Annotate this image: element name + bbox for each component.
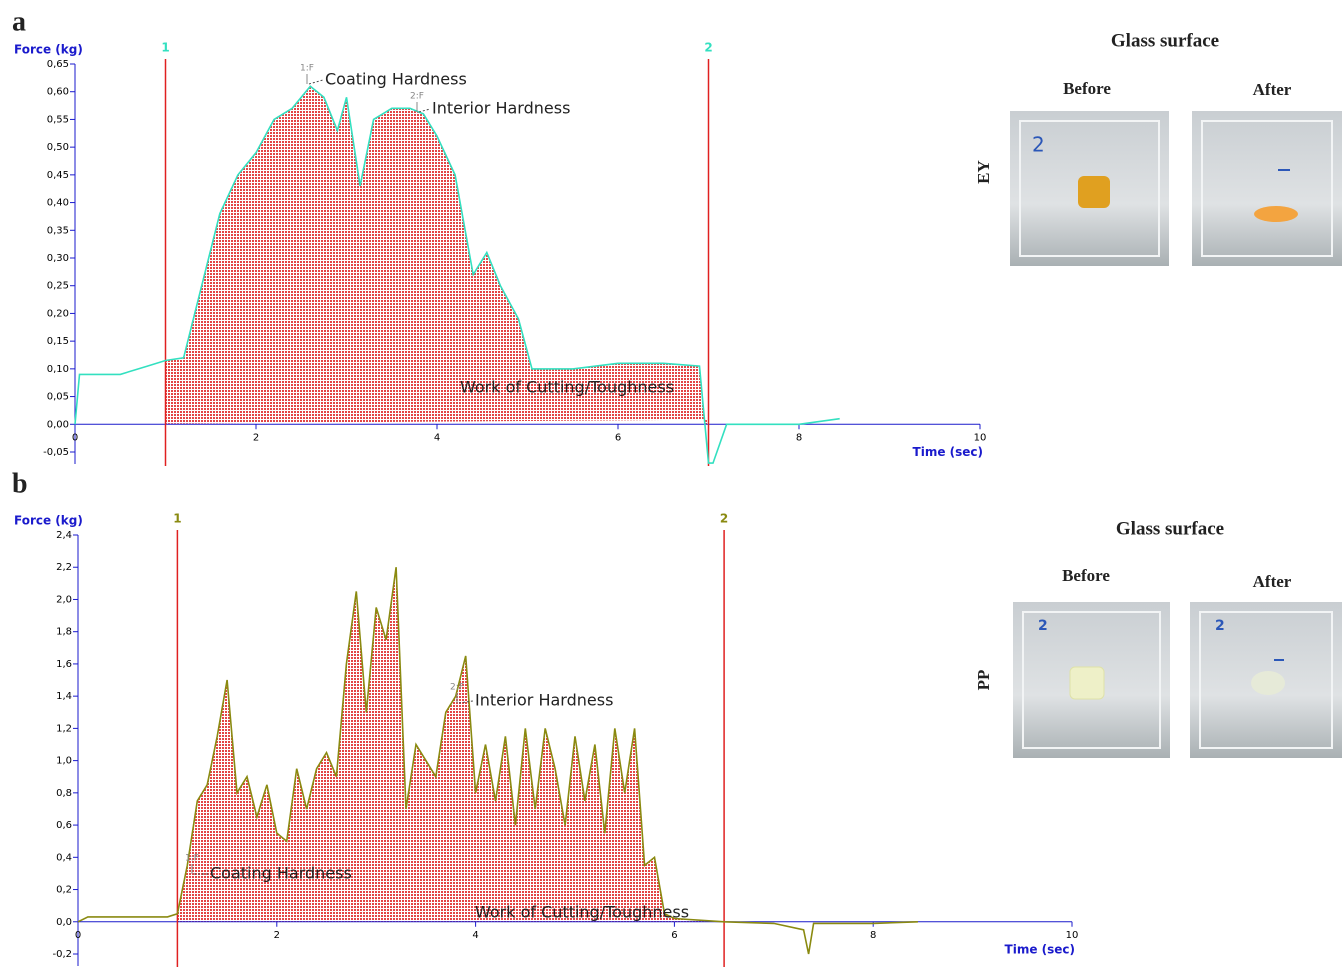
y-tick-label: 0,65 — [47, 59, 69, 70]
x-tick-label: 0 — [72, 432, 78, 443]
work-area — [78, 567, 918, 954]
photo-title: Glass surface — [1116, 518, 1224, 539]
y-tick-label: -0,2 — [52, 949, 72, 960]
y-tick-label: 0,2 — [56, 885, 72, 896]
annotation: Work of Cutting/Toughness — [475, 903, 689, 922]
y-tick-label: -0,05 — [43, 447, 69, 458]
photo-column: Before — [1062, 566, 1110, 585]
photo-column: After — [1253, 572, 1292, 591]
y-tick-label: 0,6 — [56, 820, 72, 831]
y-tick-label: 0,05 — [47, 392, 69, 403]
x-tick-label: 4 — [472, 930, 478, 941]
y-tick-label: 0,30 — [47, 253, 69, 264]
annotation-leader — [309, 80, 323, 84]
photo-mark: 2 — [1032, 133, 1045, 157]
y-tick-label: 0,8 — [56, 788, 72, 799]
marker-label: 2 — [720, 512, 728, 526]
sample — [1251, 671, 1285, 695]
sample — [1254, 206, 1298, 222]
photo-mark: 2 — [1215, 618, 1225, 634]
photo-row-label: EY — [974, 160, 993, 184]
panel-label: a — [12, 6, 26, 37]
panel-label: b — [12, 468, 28, 499]
x-tick-label: 2 — [274, 930, 280, 941]
y-tick-label: 0,35 — [47, 225, 69, 236]
y-tick-label: 0,10 — [47, 364, 69, 375]
y-tick-label: 0,55 — [47, 114, 69, 125]
annotation-leader — [419, 109, 430, 112]
y-tick-label: 0,45 — [47, 170, 69, 181]
work-area — [75, 86, 840, 463]
marker-label: 2 — [704, 41, 712, 55]
annotation-tag: 1:F — [185, 854, 199, 864]
y-tick-label: 0,40 — [47, 198, 69, 209]
y-tick-label: 0,4 — [56, 852, 72, 863]
x-tick-label: 6 — [615, 432, 621, 443]
x-tick-label: 6 — [671, 930, 677, 941]
y-tick-label: 0,60 — [47, 87, 69, 98]
y-tick-label: 0,00 — [47, 419, 69, 430]
y-tick-label: 0,0 — [56, 917, 72, 928]
photo — [1192, 111, 1342, 266]
marker-label: 1 — [173, 512, 181, 526]
photo-row-label: PP — [974, 670, 993, 691]
y-tick-label: 1,6 — [56, 659, 72, 670]
sample — [1078, 176, 1110, 208]
x-axis-title: Time (sec) — [913, 445, 983, 459]
x-tick-label: 2 — [253, 432, 259, 443]
annotation: Work of Cutting/Toughness — [460, 378, 674, 397]
y-tick-label: 1,4 — [56, 691, 72, 702]
y-tick-label: 0,50 — [47, 142, 69, 153]
annotation-tag: 1:F — [300, 64, 314, 74]
y-axis-title: Force (kg) — [14, 514, 83, 528]
y-tick-label: 2,2 — [56, 562, 72, 573]
photo-panel: Glass surface Before After EY 2 — [974, 30, 1342, 266]
annotation-tag: 2:F — [410, 92, 424, 102]
photo-column: After — [1253, 80, 1292, 99]
y-tick-label: 1,2 — [56, 723, 72, 734]
x-tick-label: 8 — [870, 930, 876, 941]
y-tick-label: 0,25 — [47, 281, 69, 292]
annotation-tag: 2:F — [450, 683, 464, 693]
y-axis-title: Force (kg) — [14, 43, 83, 57]
annotation: Coating Hardness — [210, 864, 352, 883]
x-tick-label: 8 — [796, 432, 802, 443]
annotation: Interior Hardness — [475, 691, 613, 710]
y-tick-label: 2,0 — [56, 594, 72, 605]
x-tick-label: 10 — [974, 432, 987, 443]
photo-panel: Glass surface Before After PP 2 2 — [974, 518, 1342, 758]
x-tick-label: 10 — [1066, 930, 1079, 941]
annotation: Interior Hardness — [432, 99, 570, 118]
x-tick-label: 4 — [434, 432, 440, 443]
sample — [1070, 667, 1104, 699]
y-tick-label: 1,0 — [56, 756, 72, 767]
y-tick-label: 0,15 — [47, 336, 69, 347]
x-axis-title: Time (sec) — [1005, 942, 1075, 956]
figure: Glass surface Before After EY 2 Glass su… — [0, 0, 1342, 967]
marker-label: 1 — [161, 41, 169, 55]
photo-column: Before — [1063, 79, 1111, 98]
photo-mark: 2 — [1038, 618, 1048, 634]
y-tick-label: 0,20 — [47, 308, 69, 319]
annotation: Coating Hardness — [325, 70, 467, 89]
x-tick-label: 0 — [75, 930, 81, 941]
y-tick-label: 2,4 — [56, 530, 72, 541]
photo-title: Glass surface — [1111, 30, 1219, 51]
y-tick-label: 1,8 — [56, 627, 72, 638]
